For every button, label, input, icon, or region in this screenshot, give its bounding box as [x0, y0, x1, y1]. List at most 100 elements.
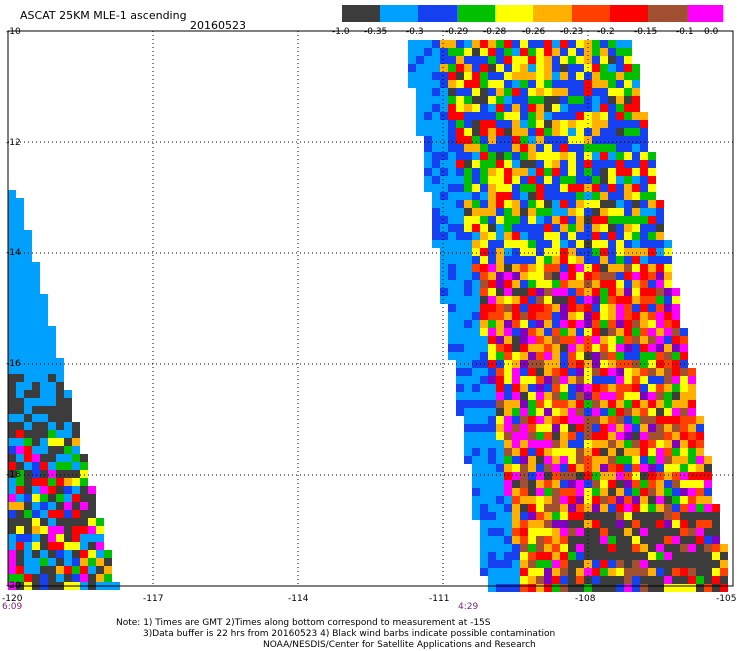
- wind-cell: [520, 152, 528, 160]
- wind-cell: [496, 392, 504, 400]
- wind-cell: [32, 358, 40, 366]
- wind-cell: [624, 56, 632, 64]
- wind-cell: [56, 366, 64, 374]
- wind-cell: [616, 528, 624, 536]
- wind-cell: [592, 216, 600, 224]
- wind-cell: [656, 208, 664, 216]
- wind-cell: [648, 456, 656, 464]
- wind-cell: [440, 248, 448, 256]
- wind-cell: [640, 208, 648, 216]
- wind-cell: [568, 304, 576, 312]
- wind-cell: [672, 464, 680, 472]
- wind-cell: [552, 184, 560, 192]
- wind-cell: [536, 512, 544, 520]
- wind-cell: [440, 176, 448, 184]
- wind-cell: [592, 248, 600, 256]
- wind-cell: [560, 192, 568, 200]
- wind-cell: [520, 408, 528, 416]
- wind-cell: [24, 302, 32, 310]
- wind-cell: [600, 248, 608, 256]
- wind-cell: [8, 238, 16, 246]
- wind-cell: [600, 552, 608, 560]
- wind-cell: [520, 160, 528, 168]
- wind-cell: [664, 520, 672, 528]
- wind-cell: [560, 296, 568, 304]
- wind-cell: [648, 528, 656, 536]
- wind-cell: [600, 232, 608, 240]
- wind-cell: [496, 288, 504, 296]
- wind-cell: [560, 368, 568, 376]
- wind-cell: [504, 560, 512, 568]
- wind-cell: [488, 392, 496, 400]
- wind-cell: [480, 384, 488, 392]
- wind-cell: [624, 472, 632, 480]
- wind-cell: [560, 280, 568, 288]
- wind-cell: [528, 160, 536, 168]
- wind-cell: [464, 440, 472, 448]
- colorbar-swatch-5: [533, 5, 572, 22]
- wind-cell: [624, 272, 632, 280]
- wind-cell: [520, 80, 528, 88]
- wind-cell: [32, 406, 40, 414]
- wind-cell: [632, 568, 640, 576]
- wind-cell: [648, 232, 656, 240]
- wind-cell: [616, 416, 624, 424]
- wind-cell: [592, 264, 600, 272]
- wind-cell: [568, 80, 576, 88]
- wind-cell: [536, 488, 544, 496]
- wind-cell: [528, 536, 536, 544]
- wind-cell: [640, 456, 648, 464]
- wind-cell: [48, 566, 56, 574]
- wind-cell: [576, 296, 584, 304]
- wind-cell: [56, 422, 64, 430]
- wind-cell: [712, 576, 720, 584]
- wind-cell: [488, 296, 496, 304]
- wind-cell: [440, 120, 448, 128]
- wind-cell: [64, 494, 72, 502]
- wind-cell: [632, 336, 640, 344]
- wind-cell: [664, 544, 672, 552]
- wind-cell: [520, 480, 528, 488]
- wind-cell: [72, 422, 80, 430]
- wind-cell: [472, 480, 480, 488]
- wind-cell: [576, 416, 584, 424]
- wind-cell: [632, 112, 640, 120]
- wind-cell: [624, 128, 632, 136]
- wind-cell: [88, 566, 96, 574]
- wind-cell: [48, 334, 56, 342]
- wind-cell: [560, 400, 568, 408]
- wind-cell: [456, 184, 464, 192]
- wind-cell: [528, 504, 536, 512]
- wind-cell: [552, 544, 560, 552]
- wind-cell: [464, 136, 472, 144]
- wind-cell: [528, 568, 536, 576]
- wind-cell: [592, 112, 600, 120]
- wind-cell: [512, 416, 520, 424]
- wind-cell: [680, 384, 688, 392]
- wind-cell: [536, 576, 544, 584]
- wind-cell: [16, 542, 24, 550]
- wind-cell: [648, 192, 656, 200]
- wind-cell: [512, 224, 520, 232]
- wind-cell: [544, 448, 552, 456]
- wind-cell: [504, 384, 512, 392]
- wind-cell: [632, 376, 640, 384]
- wind-cell: [648, 264, 656, 272]
- wind-cell: [552, 128, 560, 136]
- wind-cell: [64, 438, 72, 446]
- wind-cell: [488, 264, 496, 272]
- wind-cell: [592, 296, 600, 304]
- wind-cell: [664, 336, 672, 344]
- wind-cell: [560, 128, 568, 136]
- wind-cell: [528, 152, 536, 160]
- wind-cell: [656, 344, 664, 352]
- wind-cell: [24, 550, 32, 558]
- wind-cell: [8, 342, 16, 350]
- wind-cell: [640, 400, 648, 408]
- wind-cell: [432, 192, 440, 200]
- wind-cell: [16, 558, 24, 566]
- wind-cell: [672, 352, 680, 360]
- wind-cell: [16, 550, 24, 558]
- wind-cell: [512, 64, 520, 72]
- wind-cell: [488, 328, 496, 336]
